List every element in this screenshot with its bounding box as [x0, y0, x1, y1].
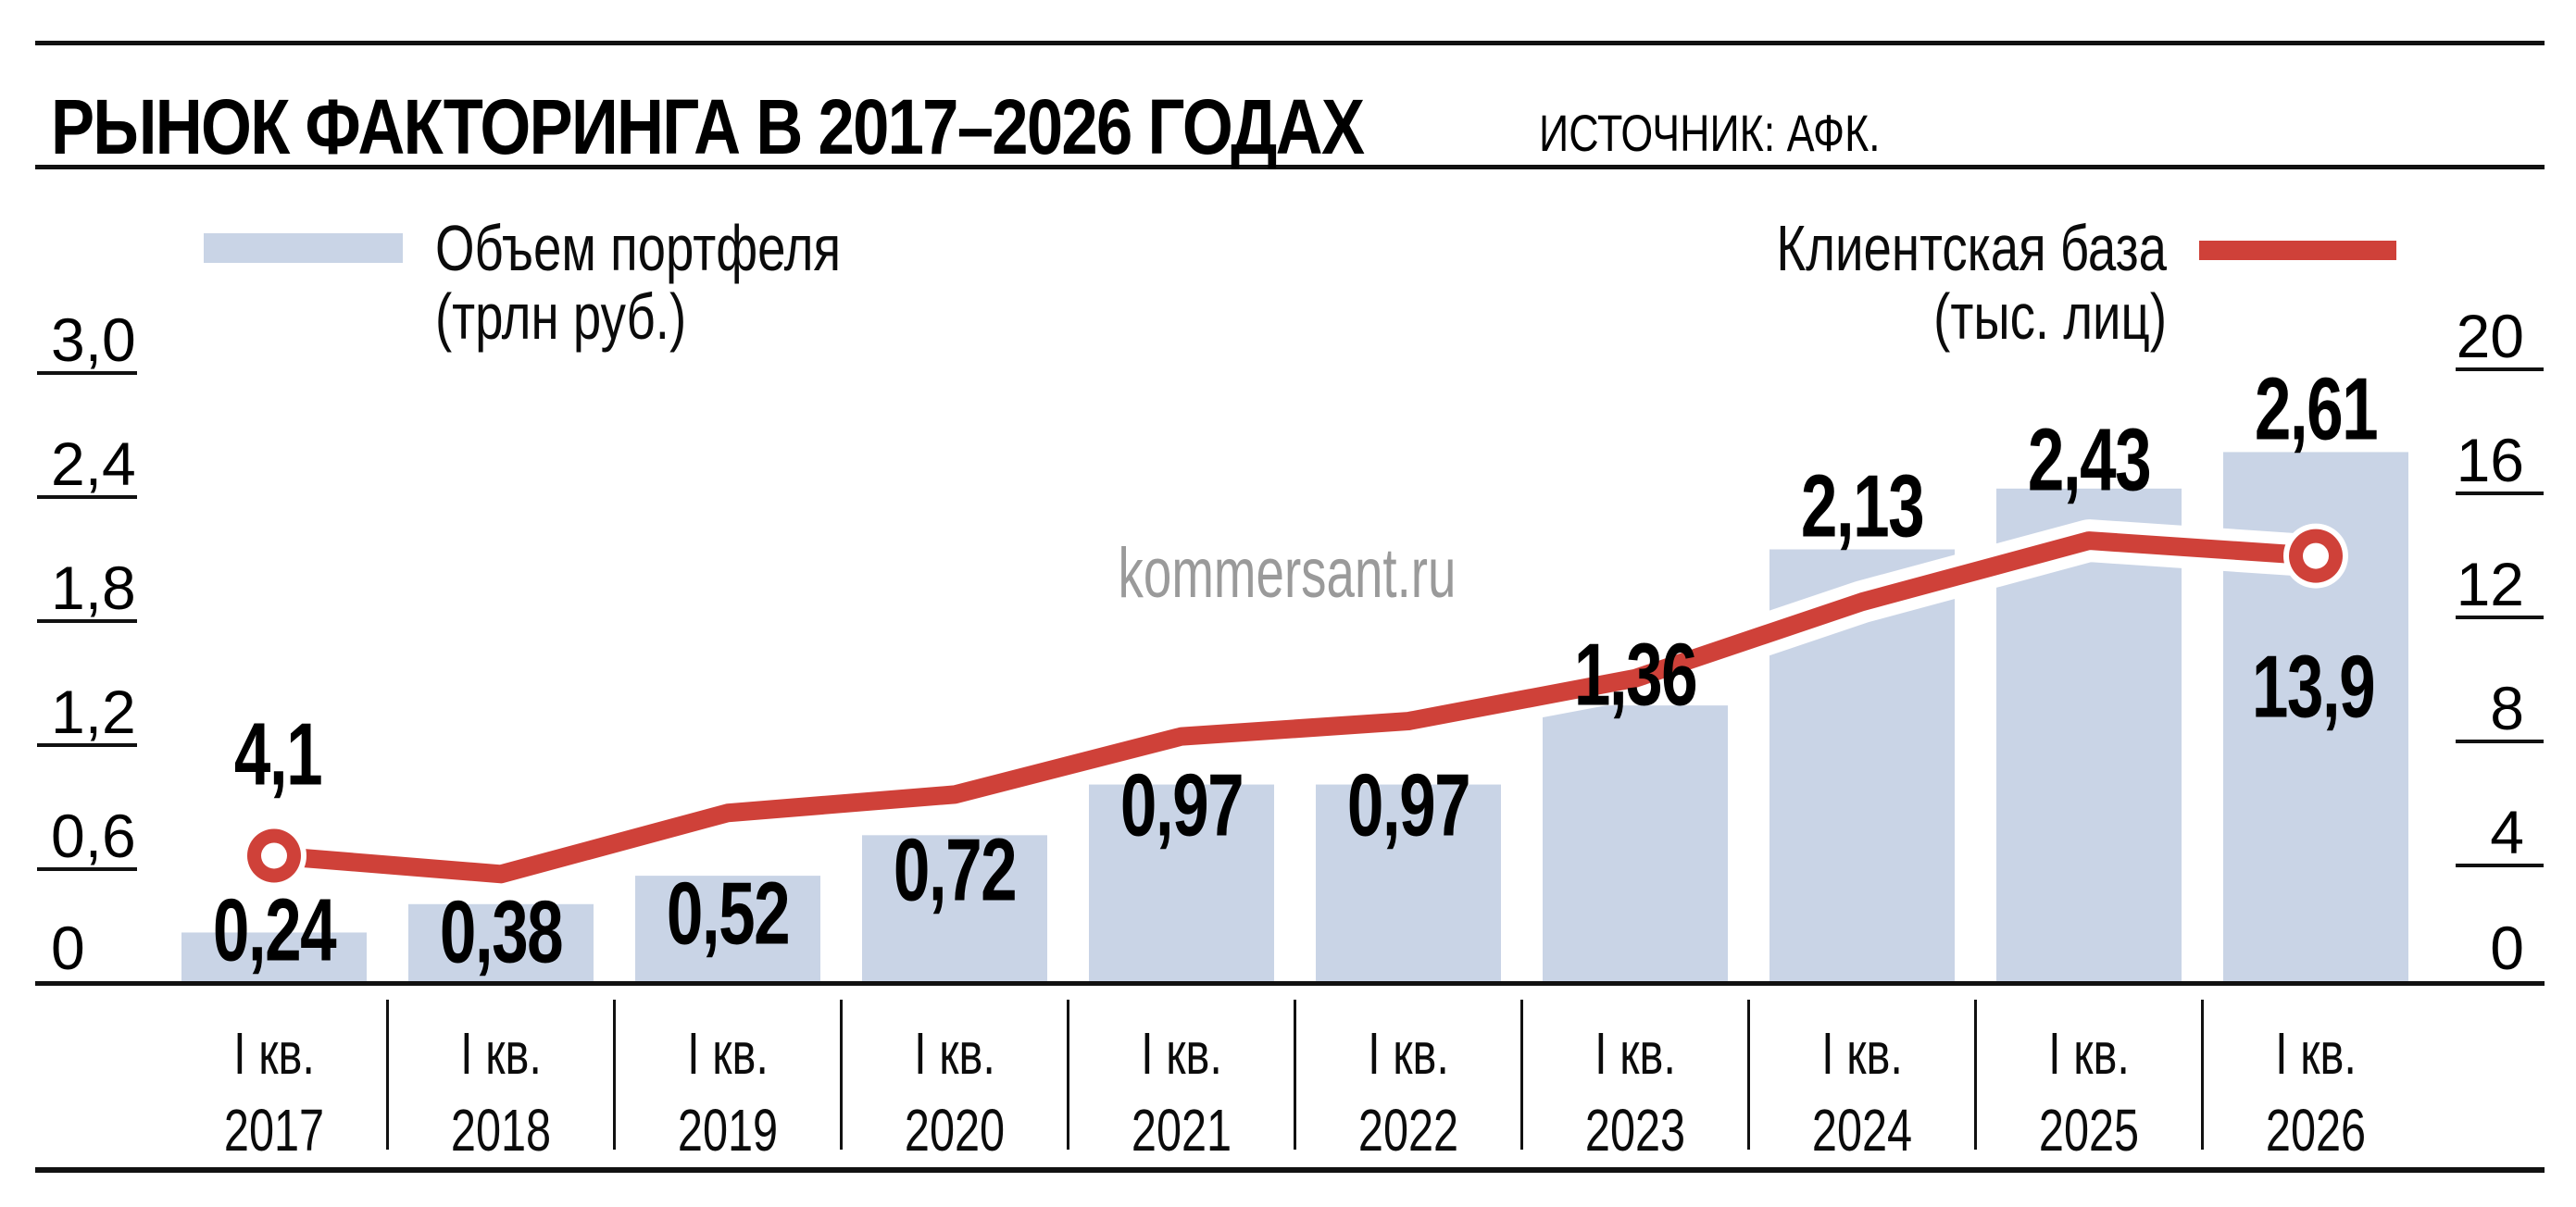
- category-label-quarter: I кв.: [2275, 1022, 2357, 1088]
- bar-2020: [862, 835, 1047, 981]
- bar-value-label: 0,97: [1120, 755, 1243, 854]
- category-label-year: 2023: [1585, 1099, 1685, 1164]
- legend-bar-swatch: [204, 233, 403, 263]
- category-label-quarter: I кв.: [1594, 1022, 1676, 1088]
- legend-bar-label-line2: (трлн руб.): [435, 281, 686, 354]
- bar-2022: [1316, 784, 1501, 981]
- category-label-quarter: I кв.: [687, 1022, 769, 1088]
- bar-2021: [1089, 784, 1274, 981]
- category-label-quarter: I кв.: [1368, 1022, 1449, 1088]
- bar-value-label: 1,36: [1574, 625, 1696, 724]
- left-axis-tick-label: 1,8: [51, 554, 136, 622]
- bar-value-label: 2,61: [2255, 359, 2377, 458]
- bar-value-label: 0,24: [213, 880, 337, 979]
- right-axis-tick-label: 16: [2457, 426, 2524, 494]
- bar-value-label: 0,72: [894, 820, 1016, 919]
- client-base-line: [273, 531, 2317, 884]
- category-label-quarter: I кв.: [233, 1022, 315, 1088]
- category-label-year: 2020: [905, 1099, 1005, 1164]
- category-label-quarter: I кв.: [914, 1022, 995, 1088]
- right-axis-tick-label: 8: [2490, 674, 2524, 742]
- category-label-year: 2019: [678, 1099, 778, 1164]
- legend-line-label-line1: Клиентская база: [1776, 213, 2167, 285]
- page-title: РЫНОК ФАКТОРИНГА В 2017–2026 ГОДАХ: [51, 84, 1365, 170]
- left-axis-tick-label: 3,0: [51, 305, 136, 374]
- bar-2019: [635, 876, 820, 981]
- category-label-quarter: I кв.: [1141, 1022, 1222, 1088]
- bar-value-label: 2,43: [2028, 410, 2150, 509]
- line-first-value-label: 4,1: [234, 704, 321, 803]
- category-label-quarter: I кв.: [460, 1022, 542, 1088]
- bar-value-label: 0,97: [1347, 755, 1469, 854]
- line-marker-center: [2303, 542, 2329, 569]
- category-label-quarter: I кв.: [2048, 1022, 2130, 1088]
- line-marker-center: [261, 842, 287, 869]
- category-label-quarter: I кв.: [1821, 1022, 1903, 1088]
- left-axis-tick-label: 0: [51, 914, 85, 982]
- right-axis-tick-label: 0: [2490, 914, 2524, 982]
- category-label-year: 2021: [1132, 1099, 1232, 1164]
- bar-value-label: 0,52: [667, 864, 789, 963]
- source-label: ИСТОЧНИК: АФК.: [1539, 104, 1881, 162]
- left-axis-tick-label: 0,6: [51, 802, 136, 870]
- right-axis-tick-label: 4: [2490, 798, 2524, 866]
- bar-2023: [1543, 705, 1728, 981]
- legend-bar-label-line1: Объем портфеля: [435, 213, 841, 285]
- right-axis-tick-label: 20: [2457, 302, 2524, 370]
- category-label-year: 2018: [451, 1099, 551, 1164]
- category-label-year: 2026: [2266, 1099, 2366, 1164]
- watermark: kommersant.ru: [1119, 534, 1457, 613]
- bar-2018: [408, 903, 594, 981]
- bar-value-label: 0,38: [440, 882, 562, 981]
- category-label-year: 2022: [1358, 1099, 1458, 1164]
- bar-value-label: 2,13: [1801, 456, 1923, 555]
- legend-line-label-line2: (тыс. лиц): [1933, 281, 2167, 354]
- line-last-value-label: 13,9: [2252, 637, 2374, 736]
- bar-2017: [181, 932, 367, 981]
- left-axis-tick-label: 1,2: [51, 678, 136, 746]
- right-axis-tick-label: 12: [2457, 550, 2524, 618]
- left-axis-tick-label: 2,4: [51, 429, 136, 498]
- plot-area: 3,0 2,4 1,8 1,2 0,6 0 20 16 12 8 4 0 I кв. 2017 I кв. 2…: [37, 302, 2544, 1164]
- category-label-year: 2025: [2039, 1099, 2139, 1164]
- legend-line-swatch: [2199, 241, 2396, 260]
- category-label-year: 2024: [1812, 1099, 1912, 1164]
- category-label-year: 2017: [224, 1099, 324, 1164]
